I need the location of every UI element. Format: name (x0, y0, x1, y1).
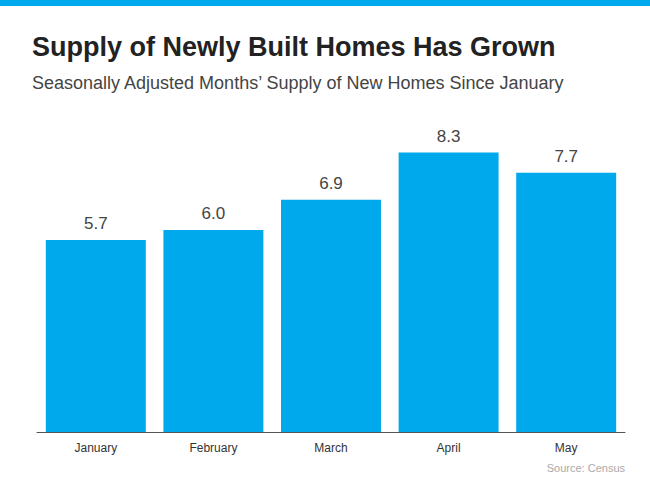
svg-text:January: January (74, 441, 117, 455)
svg-text:April: April (437, 441, 461, 455)
svg-text:8.3: 8.3 (437, 127, 461, 146)
svg-text:Source: Census: Source: Census (547, 462, 626, 474)
svg-text:Supply of Newly Built Homes Ha: Supply of Newly Built Homes Has Grown (32, 32, 556, 62)
svg-text:6.9: 6.9 (319, 174, 343, 193)
svg-text:May: May (555, 441, 578, 455)
svg-text:7.7: 7.7 (554, 147, 578, 166)
svg-text:5.7: 5.7 (84, 214, 108, 233)
svg-text:March: March (314, 441, 347, 455)
svg-text:February: February (189, 441, 237, 455)
svg-text:6.0: 6.0 (202, 204, 226, 223)
svg-text:Seasonally Adjusted Months’ Su: Seasonally Adjusted Months’ Supply of Ne… (32, 73, 564, 93)
